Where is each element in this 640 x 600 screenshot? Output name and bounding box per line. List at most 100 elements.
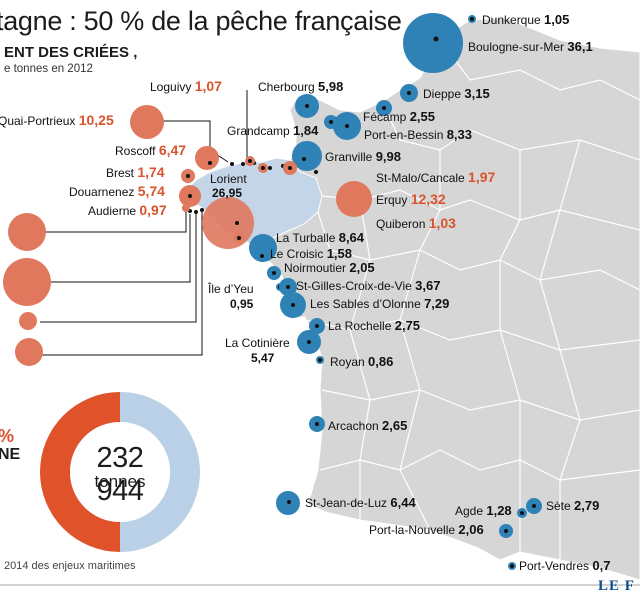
page-subtitle: ENT DES CRIÉES , — [4, 44, 138, 61]
port-value-lorient: 26,95 — [212, 186, 242, 200]
port-label-la-cotiniere: La Cotinière — [225, 336, 290, 350]
port-label-roscoff: Roscoff 6,47 — [115, 142, 186, 158]
page-title: tagne : 50 % de la pêche française — [0, 6, 402, 36]
total-donut — [40, 392, 200, 552]
region-borders — [305, 39, 640, 560]
port-label-quai-portrieux: Quai-Portrieux 10,25 — [0, 112, 114, 128]
port-name-cherbourg: Cherbourg — [258, 80, 318, 94]
unit-note: e tonnes en 2012 — [4, 63, 93, 75]
port-value-dunkerque: 1,05 — [544, 12, 569, 27]
port-circle-boulogne[interactable] — [403, 13, 463, 73]
port-label-granville: Granville 9,98 — [325, 149, 401, 164]
left-partial-circles — [3, 213, 51, 366]
port-value-loguivy: 1,07 — [195, 78, 222, 94]
port-name-sete: Sète — [546, 499, 574, 513]
port-value-grandcamp: 1,84 — [293, 123, 319, 138]
port-circle-lorient[interactable] — [202, 197, 254, 249]
port-value-la-cotiniere: 5,47 — [251, 351, 275, 365]
port-label-st-malo-cancale: St-Malo/Cancale 1,97 — [376, 169, 496, 185]
port-name-port-en-bessin: Port-en-Bessin — [364, 128, 447, 142]
port-value-erquy: 12,32 — [411, 191, 446, 207]
port-value-roscoff: 6,47 — [159, 142, 186, 158]
port-name-erquy: Erquy — [376, 193, 411, 207]
port-value-audierne: 0,97 — [139, 202, 166, 218]
port-circle-la-turballe[interactable] — [249, 234, 277, 262]
port-label-sete: Sète 2,79 — [546, 498, 599, 513]
port-value-granville: 9,98 — [376, 149, 401, 164]
port-name-agde: Agde — [455, 504, 486, 518]
port-value-dieppe: 3,15 — [464, 86, 489, 101]
port-circle-erquy[interactable] — [336, 181, 372, 217]
port-value-les-sables-d-olonne: 7,29 — [424, 296, 449, 311]
port-value-st-jean-de-luz: 6,44 — [390, 495, 416, 510]
port-value-le-croisic: 1,58 — [327, 246, 352, 261]
port-value-boulogne-sur-mer: 36,1 — [567, 39, 592, 54]
port-label-erquy: Erquy 12,32 — [376, 191, 446, 207]
port-label-royan: Royan 0,86 — [330, 354, 393, 369]
port-value-ile-d-yeu: 0,95 — [230, 297, 254, 311]
port-name-port-la-nouvelle: Port-la-Nouvelle — [369, 523, 458, 537]
port-value-quai-portrieux: 10,25 — [79, 112, 114, 128]
port-value-la-rochelle: 2,75 — [395, 318, 420, 333]
port-name-quai-portrieux: Quai-Portrieux — [0, 114, 79, 128]
port-name-dieppe: Dieppe — [423, 87, 464, 101]
port-name-arcachon: Arcachon — [328, 419, 382, 433]
donut-total: 232 944 — [96, 442, 144, 507]
brand-logo: LE F — [598, 578, 635, 594]
port-circle-audierne[interactable] — [182, 204, 190, 212]
port-label-port-en-bessin: Port-en-Bessin 8,33 — [364, 127, 472, 142]
port-label-fecamp: Fécamp 2,55 — [363, 109, 435, 124]
port-label-audierne: Audierne 0,97 — [88, 202, 167, 218]
port-circle-roscoff[interactable] — [195, 146, 219, 170]
port-label-st-jean-de-luz: St-Jean-de-Luz 6,44 — [305, 495, 416, 510]
donut-left-label: NE — [0, 446, 21, 463]
port-name-audierne: Audierne — [88, 204, 139, 218]
port-value-st-gilles-croix-de-vie: 3,67 — [415, 278, 440, 293]
port-value-noirmoutier: 2,05 — [349, 260, 374, 275]
port-name-royan: Royan — [330, 355, 368, 369]
port-value-agde: 1,28 — [486, 503, 511, 518]
port-label-douarnenez: Douarnenez 5,74 — [69, 183, 165, 199]
port-name-quiberon: Quiberon — [376, 217, 429, 231]
donut-pct-label: % — [0, 426, 14, 447]
source-note: 2014 des enjeux maritimes — [4, 560, 136, 572]
port-circles — [130, 13, 542, 570]
port-label-brest: Brest 1,74 — [106, 164, 165, 180]
port-value-sete: 2,79 — [574, 498, 599, 513]
leader-lines — [40, 90, 248, 356]
port-label-port-la-nouvelle: Port-la-Nouvelle 2,06 — [369, 522, 484, 537]
port-label-arcachon: Arcachon 2,65 — [328, 418, 407, 433]
port-name-roscoff: Roscoff — [115, 144, 159, 158]
port-name-fecamp: Fécamp — [363, 110, 410, 124]
port-name-noirmoutier: Noirmoutier — [284, 261, 349, 275]
port-name-loguivy: Loguivy — [150, 80, 195, 94]
port-value-la-turballe: 8,64 — [339, 230, 365, 245]
port-label-dunkerque: Dunkerque 1,05 — [482, 12, 569, 27]
port-circle-quai-portrieux[interactable] — [130, 105, 164, 139]
port-label-les-sables-d-olonne: Les Sables d’Olonne 7,29 — [310, 296, 449, 311]
port-label-la-rochelle: La Rochelle 2,75 — [328, 318, 420, 333]
port-name-dunkerque: Dunkerque — [482, 13, 544, 27]
port-value-quiberon: 1,03 — [429, 215, 456, 231]
port-label-port-vendres: Port-Vendres 0,7 — [519, 558, 610, 573]
port-label-boulogne-sur-mer: Boulogne-sur-Mer 36,1 — [468, 39, 593, 54]
port-name-brest: Brest — [106, 166, 137, 180]
port-name-granville: Granville — [325, 150, 376, 164]
port-label-agde: Agde 1,28 — [455, 503, 512, 518]
port-label-grandcamp: Grandcamp 1,84 — [227, 123, 319, 138]
port-label-le-croisic: Le Croisic 1,58 — [270, 246, 352, 261]
donut-unit: tonnes — [94, 472, 146, 491]
port-label-la-turballe: La Turballe 8,64 — [276, 230, 365, 245]
port-label-dieppe: Dieppe 3,15 — [423, 86, 490, 101]
port-name-grandcamp: Grandcamp — [227, 124, 293, 138]
port-value-royan: 0,86 — [368, 354, 393, 369]
port-label-noirmoutier: Noirmoutier 2,05 — [284, 260, 375, 275]
port-value-arcachon: 2,65 — [382, 418, 407, 433]
port-circle-granville[interactable] — [292, 141, 322, 171]
port-value-port-vendres: 0,7 — [592, 558, 610, 573]
port-name-douarnenez: Douarnenez — [69, 185, 138, 199]
port-label-lorient: Lorient — [210, 172, 247, 186]
port-name-st-gilles-croix-de-vie: St-Gilles-Croix-de-Vie — [296, 279, 415, 293]
